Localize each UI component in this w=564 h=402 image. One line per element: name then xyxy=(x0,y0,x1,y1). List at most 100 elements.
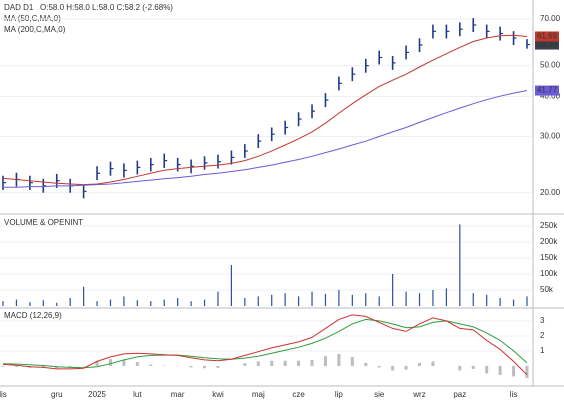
macd-histogram-bar xyxy=(525,365,529,378)
macd-histogram-bar xyxy=(95,360,99,366)
macd-histogram-bar xyxy=(391,365,395,371)
y-tick-label: 250k xyxy=(540,221,558,230)
volume-bar xyxy=(150,301,152,306)
volume-bar xyxy=(42,300,44,306)
y-tick-label: 150k xyxy=(540,253,558,262)
volume-bar xyxy=(69,298,71,306)
macd-histogram-bar xyxy=(283,360,287,366)
volume-bar xyxy=(512,299,515,306)
macd-histogram-bar xyxy=(310,359,314,366)
y-tick-label: 1 xyxy=(540,346,545,355)
x-tick-label: kwi xyxy=(212,390,224,399)
volume-bar xyxy=(109,299,112,306)
volume-bar xyxy=(123,296,125,306)
volume-bar xyxy=(432,290,434,306)
volume-bar xyxy=(365,293,367,306)
moving-average xyxy=(3,90,528,188)
last-value-label: 58.20 xyxy=(537,40,558,49)
volume-bar xyxy=(230,265,233,306)
y-tick-label: 2 xyxy=(540,331,545,340)
volume-title: VOLUME & OPENINT xyxy=(4,218,83,227)
y-tick-label: 50k xyxy=(540,285,554,294)
last-value-box xyxy=(535,31,559,42)
volume-bar xyxy=(2,301,4,306)
macd-histogram-bar xyxy=(418,362,422,366)
y-tick-label: 200k xyxy=(540,237,558,246)
volume-bar xyxy=(311,291,313,306)
macd-histogram-bar xyxy=(498,365,502,375)
volume-bar xyxy=(405,291,407,306)
x-tick-label: paz xyxy=(453,390,466,399)
volume-bar xyxy=(499,298,501,306)
macd-histogram-bar xyxy=(14,365,18,367)
ma200-legend: MA (200,C,MA,0) xyxy=(4,25,66,34)
last-value-box xyxy=(535,39,559,50)
volume-bar xyxy=(445,288,447,306)
macd-histogram-bar xyxy=(485,365,489,374)
macd-histogram-bar xyxy=(135,362,139,366)
y-tick-label: 20.00 xyxy=(540,188,561,197)
macd-line xyxy=(2,314,528,376)
x-tick-label: lip xyxy=(335,390,344,399)
macd-histogram-bar xyxy=(122,359,126,366)
x-tick-label: mar xyxy=(171,390,185,399)
macd-title: MACD (12,26,9) xyxy=(4,311,62,320)
macd-histogram-bar xyxy=(256,361,260,366)
last-value-box xyxy=(535,85,559,96)
macd-histogram-bar xyxy=(216,365,220,368)
volume-bar xyxy=(392,274,394,306)
macd-histogram-bar xyxy=(431,361,435,366)
y-tick-label: 70.00 xyxy=(540,14,561,23)
volume-bar xyxy=(338,290,340,306)
x-tick-label: 2025 xyxy=(88,390,106,399)
y-tick-label: 50.00 xyxy=(540,61,561,70)
volume-bar xyxy=(177,298,179,306)
macd-histogram-bar xyxy=(337,353,341,366)
macd-histogram-bar xyxy=(364,362,368,366)
volume-bar xyxy=(271,294,273,306)
volume-bar xyxy=(297,296,300,306)
volume-bar xyxy=(378,296,380,306)
x-tick-label: lut xyxy=(133,390,142,399)
volume-bar xyxy=(459,224,461,306)
volume-bar xyxy=(284,293,286,306)
macd-histogram-bar xyxy=(512,365,516,377)
macd-histogram-bar xyxy=(404,365,408,370)
x-tick-label: lis xyxy=(0,390,7,399)
macd-histogram-bar xyxy=(270,360,274,366)
volume-bar xyxy=(15,299,18,306)
macd-histogram-bar xyxy=(297,360,301,366)
volume-bar xyxy=(472,293,474,306)
macd-histogram-bar xyxy=(149,364,153,366)
volume-bar xyxy=(136,300,138,306)
x-tick-label: lis xyxy=(510,390,518,399)
y-tick-label: 40.00 xyxy=(540,92,561,101)
last-value-label: 61.69 xyxy=(537,32,558,41)
x-tick-label: cze xyxy=(292,390,305,399)
macd-histogram-bar xyxy=(350,356,354,366)
volume-bar xyxy=(526,296,528,306)
volume-bar xyxy=(257,296,259,306)
moving-average xyxy=(2,34,528,186)
macd-histogram-bar xyxy=(1,365,5,367)
volume-bar xyxy=(351,294,353,306)
x-tick-label: wrz xyxy=(412,390,425,399)
macd-line xyxy=(2,318,528,369)
volume-bar xyxy=(324,293,327,306)
volume-bar xyxy=(163,299,165,306)
volume-bar xyxy=(29,302,31,306)
macd-histogram-bar xyxy=(243,363,247,366)
volume-bar xyxy=(203,299,206,306)
volume-bar xyxy=(217,291,219,306)
last-value-label: 41.77 xyxy=(537,86,558,95)
x-tick-label: gru xyxy=(51,390,63,399)
y-tick-label: 100k xyxy=(540,269,558,278)
volume-bar xyxy=(418,293,421,306)
macd-histogram-bar xyxy=(323,356,327,366)
macd-histogram-bar xyxy=(189,365,193,368)
macd-histogram-bar xyxy=(203,365,207,369)
volume-bar xyxy=(244,298,246,306)
